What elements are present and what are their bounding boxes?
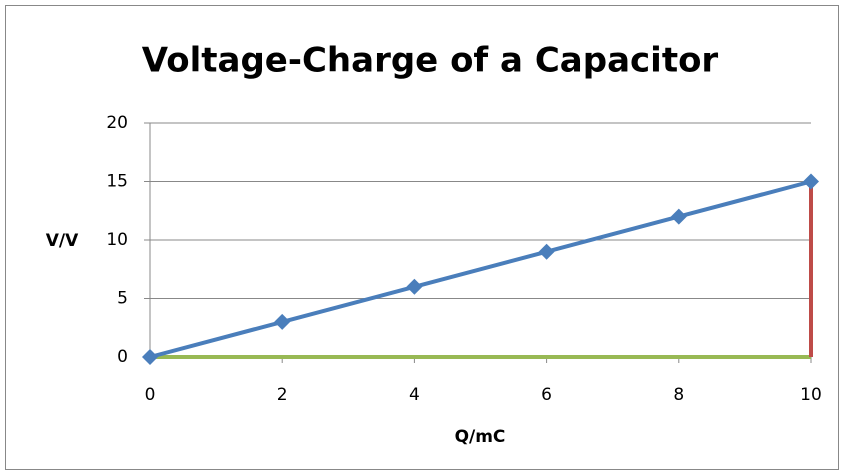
x-tick-label: 8: [673, 385, 684, 405]
x-tick-label: 6: [541, 385, 552, 405]
data-point: [803, 173, 819, 190]
data-point: [670, 208, 687, 225]
y-tick-label: 10: [106, 230, 128, 250]
x-tick-label: 4: [409, 385, 420, 405]
series-line: [149, 179, 812, 359]
y-tick-label: 15: [106, 172, 128, 192]
chart-title: Voltage-Charge of a Capacitor: [142, 41, 719, 81]
y-tick-label: 20: [106, 113, 128, 133]
x-tick-label: 2: [277, 385, 288, 405]
data-point: [538, 243, 555, 260]
data-point: [406, 278, 423, 295]
y-axis-label: V/V: [46, 231, 79, 251]
chart-border: [5, 5, 839, 470]
data-point: [274, 313, 291, 330]
y-tick-label: 0: [117, 347, 128, 367]
x-tick-label: 10: [800, 385, 822, 405]
x-axis-label: Q/mC: [455, 427, 506, 447]
data-point: [142, 349, 158, 365]
x-tick-label: 0: [145, 385, 156, 405]
y-tick-label: 5: [117, 289, 128, 309]
